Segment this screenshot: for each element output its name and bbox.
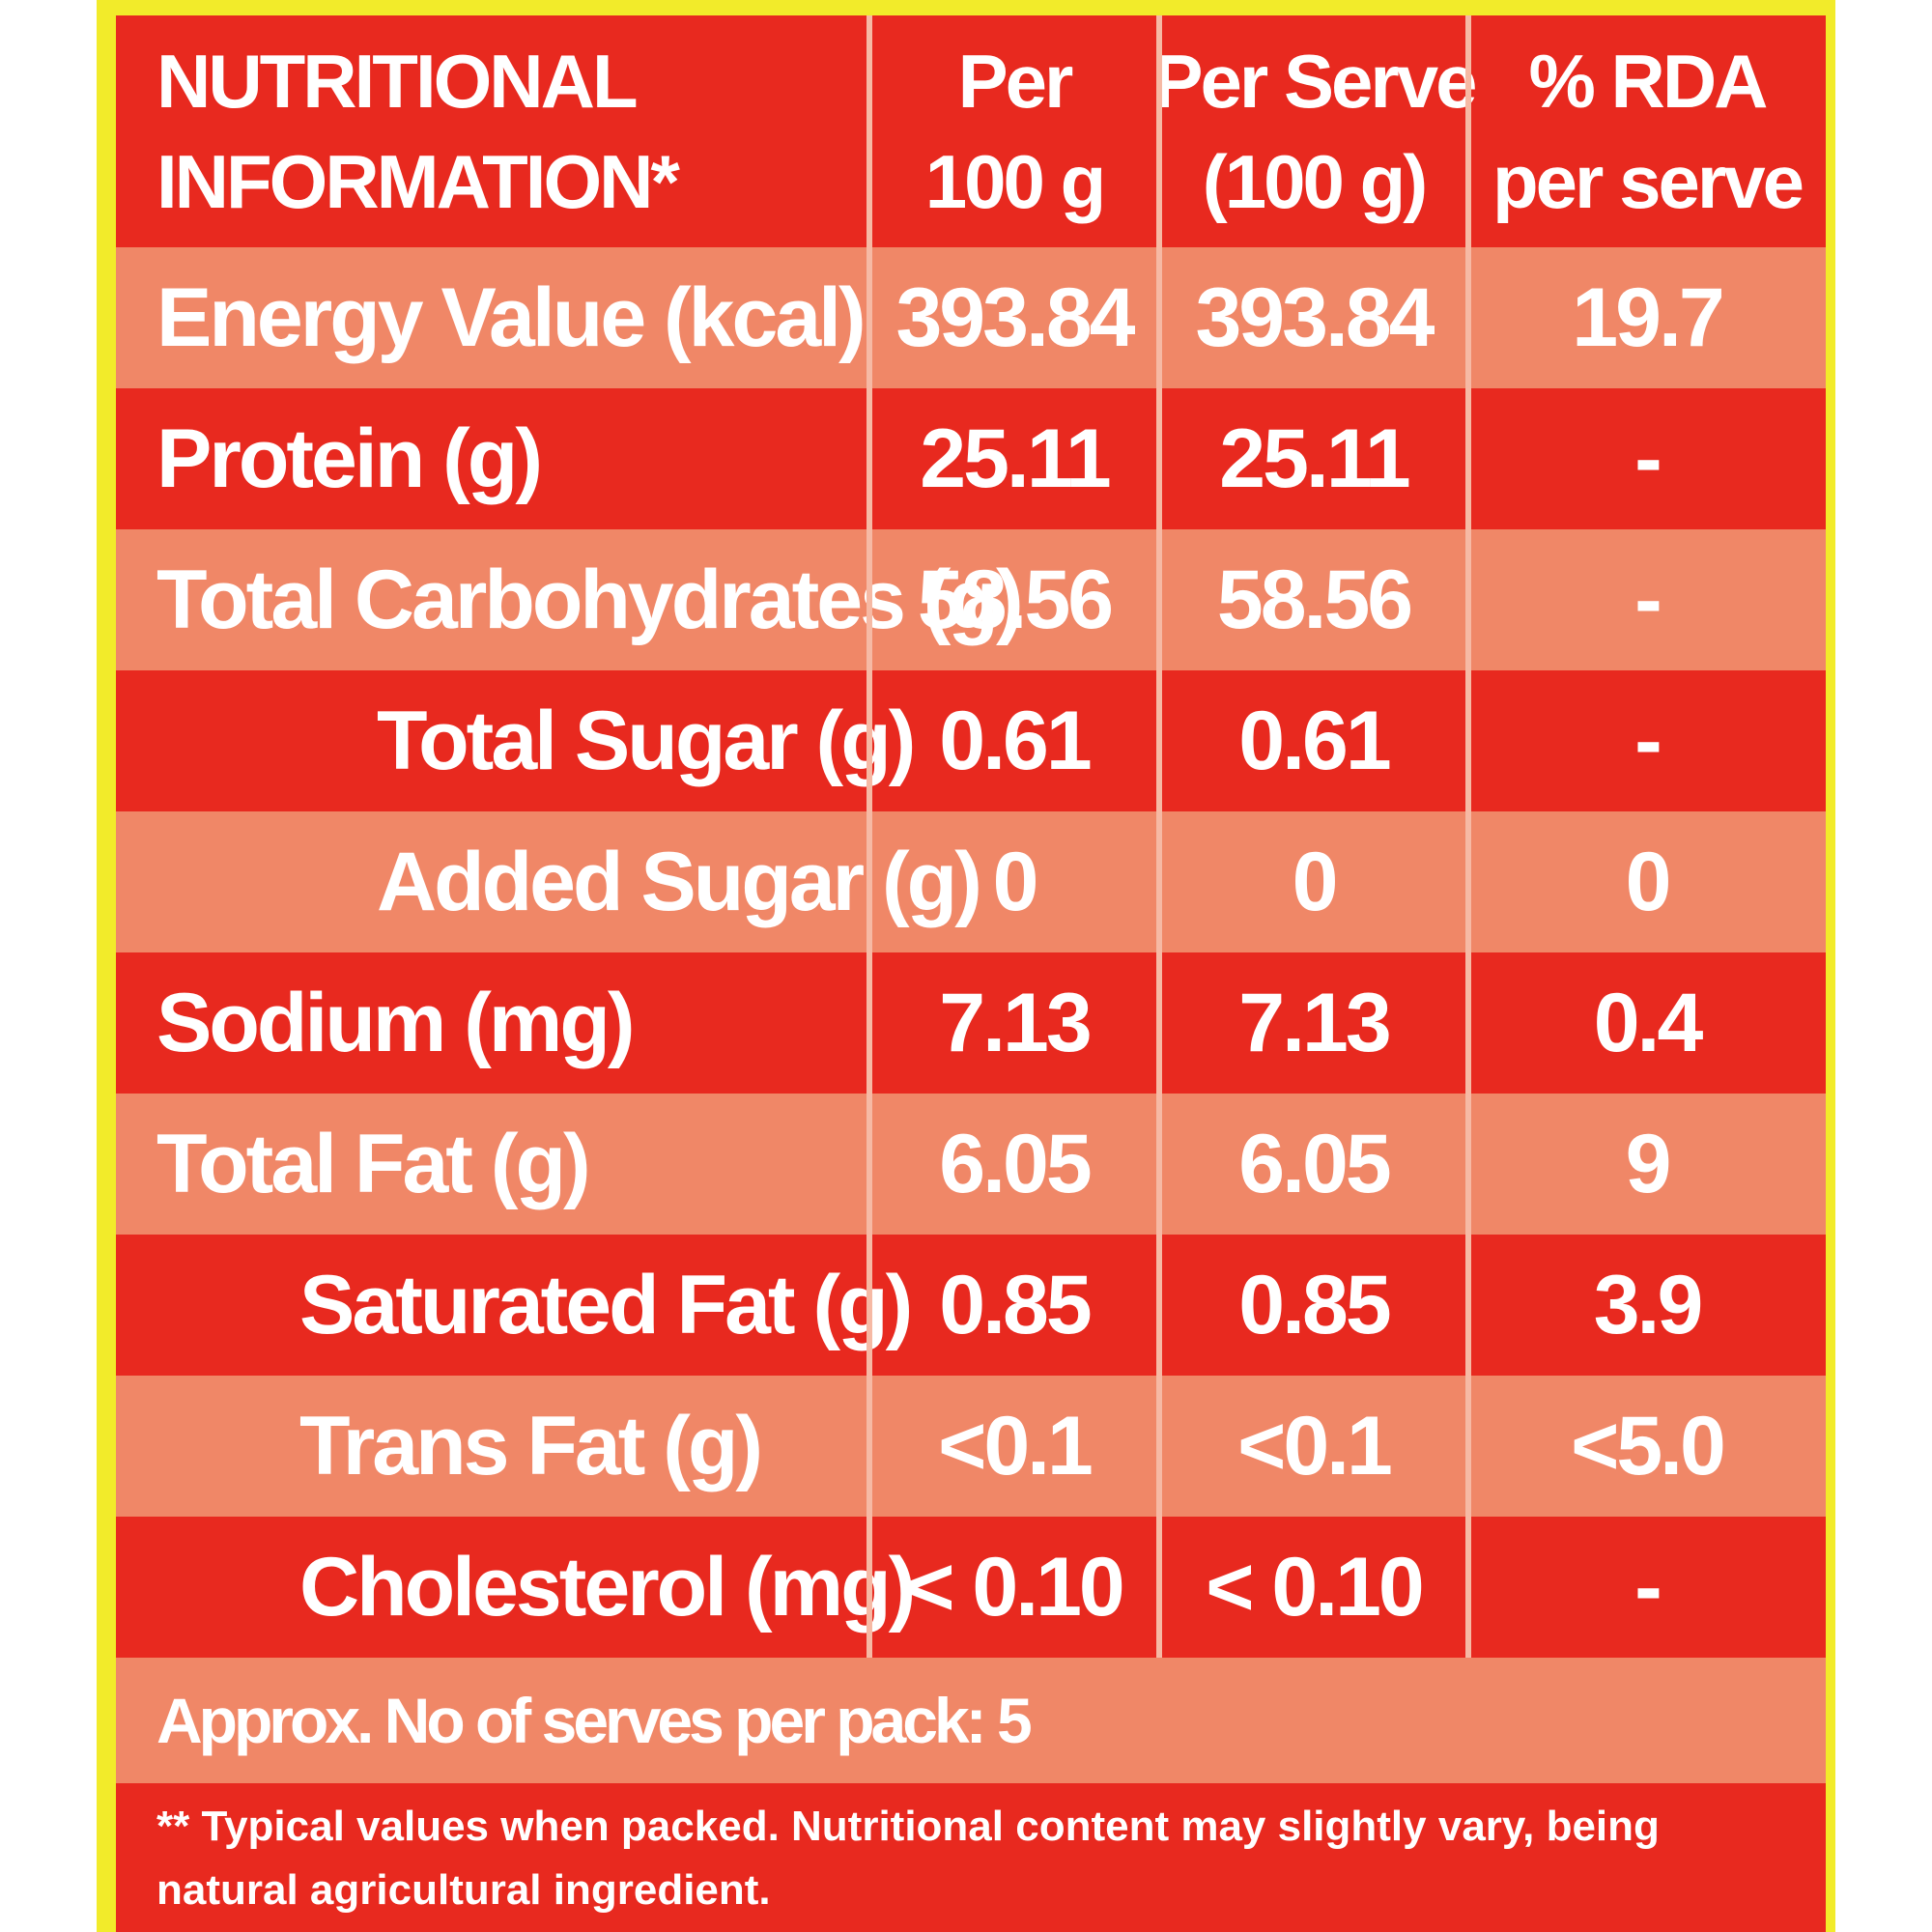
table-row: Trans Fat (g) <0.1 <0.1 <5.0 [116,1376,1826,1517]
table-row: Sodium (mg) 7.13 7.13 0.4 [116,952,1826,1094]
value-per100: 393.84 [895,270,1135,364]
table-row: Protein (g) 25.11 25.11 - [116,388,1826,529]
value-per-serve: 0.85 [1238,1258,1391,1351]
col-header-per100: Per 100 g [869,15,1159,247]
value-per100: 6.05 [939,1117,1092,1210]
column-divider [867,15,872,1658]
value-per-serve: 7.13 [1238,976,1391,1069]
table-title-line2: INFORMATION* [156,139,680,224]
table-row: Added Sugar (g) 0 0 0 [116,811,1826,952]
value-per-serve: 25.11 [1219,412,1410,505]
col-header-per-serve-line2: (100 g) [1202,139,1428,224]
column-divider [1465,15,1471,1658]
serves-per-pack: Approx. No of serves per pack: 5 [116,1658,1826,1783]
value-rda: <5.0 [1571,1399,1726,1492]
value-per-serve: <0.1 [1237,1399,1393,1492]
table-row: Total Sugar (g) 0.61 0.61 - [116,670,1826,811]
table-row: Energy Value (kcal) 393.84 393.84 19.7 [116,247,1826,388]
nutrient-name: Sodium (mg) [156,976,636,1069]
value-per-serve: 6.05 [1238,1117,1391,1210]
value-rda: - [1634,694,1662,787]
nutrient-name: Trans Fat (g) [299,1399,763,1492]
nutrient-name: Cholesterol (mg) [299,1540,916,1634]
nutrient-name: Total Sugar (g) [377,694,916,787]
col-header-rda-line2: per serve [1492,139,1804,224]
col-header-rda: % RDA per serve [1468,15,1826,247]
footnote: ** Typical values when packed. Nutrition… [116,1783,1826,1932]
value-rda: 0 [1625,835,1672,928]
value-per100: 7.13 [939,976,1092,1069]
value-rda: 19.7 [1572,270,1724,364]
value-rda: - [1634,1540,1662,1634]
table-header: NUTRITIONAL INFORMATION* Per 100 g Per S… [116,15,1826,247]
value-rda: - [1634,553,1662,646]
col-header-per-serve: Per Serve (100 g) [1153,15,1478,247]
nutrient-name: Total Fat (g) [156,1117,591,1210]
value-rda: 9 [1625,1117,1672,1210]
table-row: Total Fat (g) 6.05 6.05 9 [116,1094,1826,1235]
value-rda: 3.9 [1593,1258,1704,1351]
table-row: Saturated Fat (g) 0.85 0.85 3.9 [116,1235,1826,1376]
table-title: NUTRITIONAL INFORMATION* [116,15,869,247]
value-per100: <0.1 [938,1399,1094,1492]
value-per-serve: 393.84 [1195,270,1435,364]
column-divider [1156,15,1162,1658]
value-per100: 25.11 [920,412,1111,505]
value-per-serve: 0 [1292,835,1339,928]
value-per100: 0 [992,835,1039,928]
value-per-serve: < 0.10 [1206,1540,1425,1634]
value-per100: 0.85 [939,1258,1092,1351]
table-row: Total Carbohydrates (g) 58.56 58.56 - [116,529,1826,670]
col-header-per100-line1: Per [957,39,1074,124]
value-per100: < 0.10 [906,1540,1125,1634]
value-per-serve: 58.56 [1216,553,1413,646]
value-per-serve: 0.61 [1238,694,1391,787]
col-header-rda-line1: % RDA [1528,39,1768,124]
nutrient-name: Total Carbohydrates (g) [156,553,1024,646]
value-per100: 0.61 [939,694,1092,787]
col-header-per-serve-line1: Per Serve [1152,39,1478,124]
nutrient-name: Added Sugar (g) [377,835,982,928]
nutrient-name: Energy Value (kcal) [156,270,867,364]
table-title-line1: NUTRITIONAL [156,39,639,124]
value-rda: 0.4 [1593,976,1704,1069]
table-row: Cholesterol (mg) < 0.10 < 0.10 - [116,1517,1826,1658]
nutrient-name: Saturated Fat (g) [299,1258,913,1351]
col-header-per100-line2: 100 g [924,139,1106,224]
nutrition-table: NUTRITIONAL INFORMATION* Per 100 g Per S… [116,15,1826,1932]
value-rda: - [1634,412,1662,505]
value-per100: 58.56 [917,553,1114,646]
nutrient-name: Protein (g) [156,412,543,505]
